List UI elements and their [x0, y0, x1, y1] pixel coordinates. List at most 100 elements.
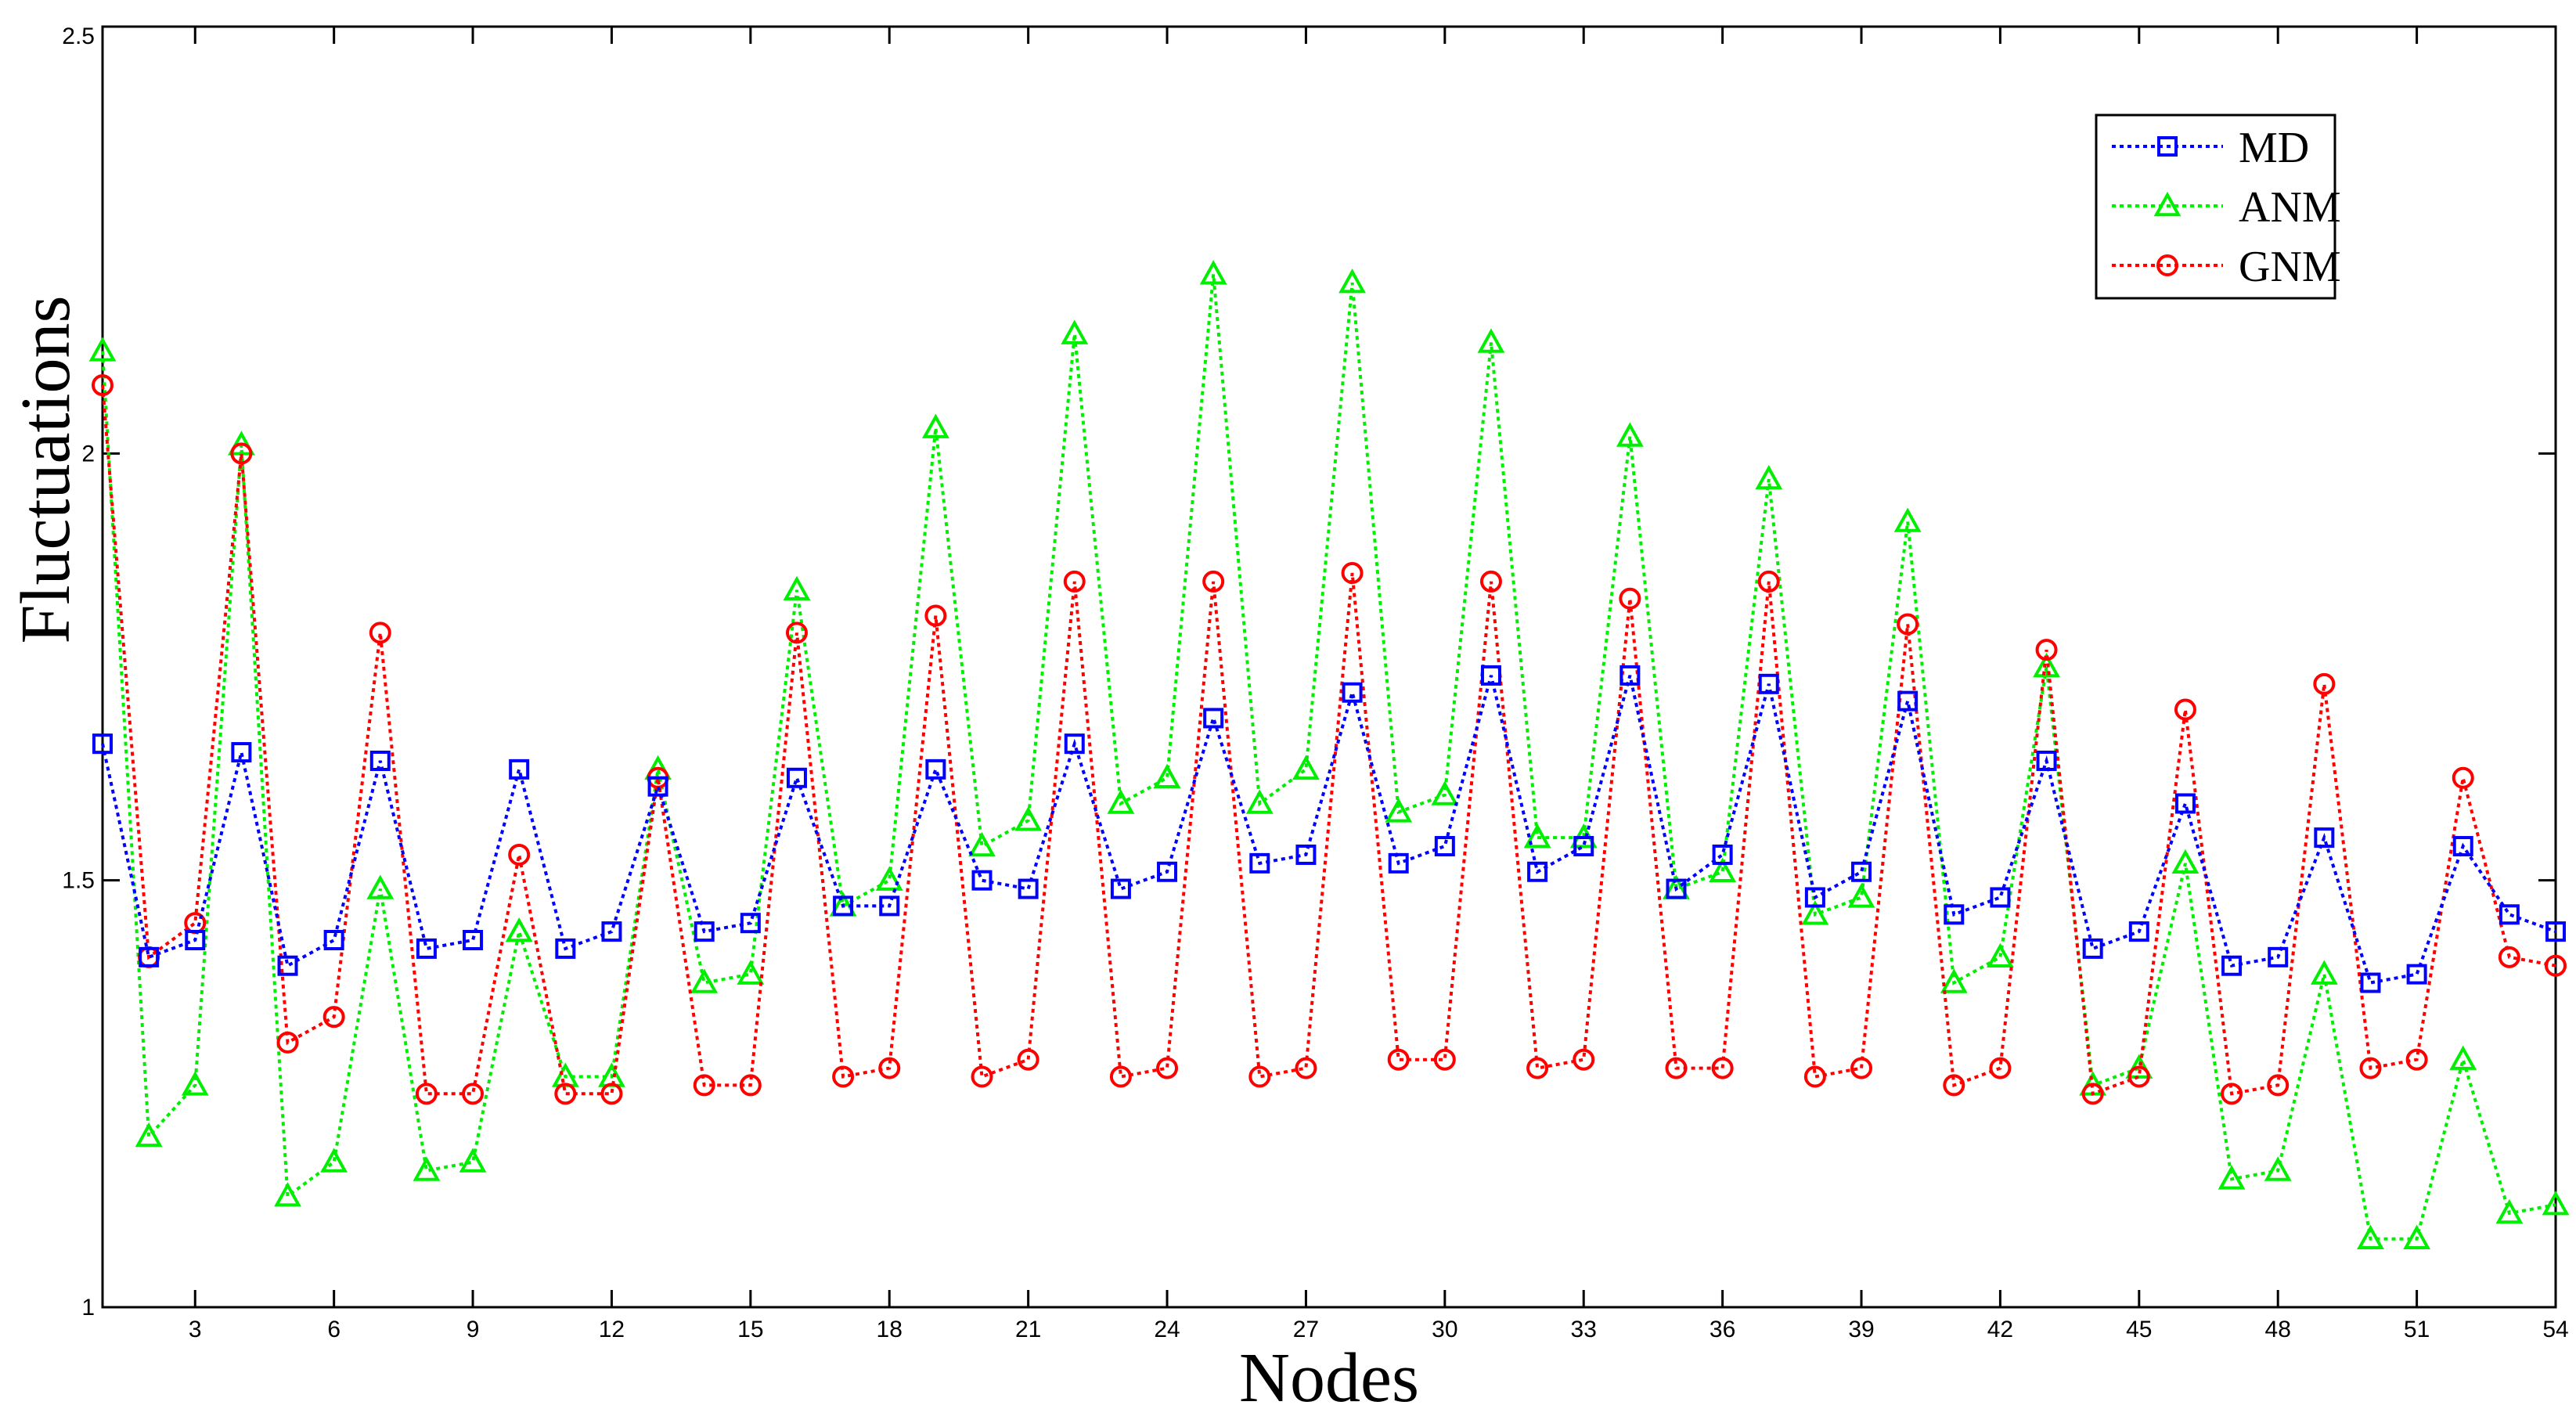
x-tick-label: 36: [1710, 1317, 1735, 1342]
y-tick-label: 2.5: [62, 23, 95, 49]
point-gnm: [1156, 1057, 1179, 1079]
legend-label: ANM: [2239, 183, 2341, 232]
point-md: [1110, 878, 1131, 899]
point-md: [1342, 682, 1363, 703]
point-gnm: [230, 442, 253, 465]
point-md: [1990, 887, 2011, 908]
point-anm: [1338, 268, 1366, 294]
point-gnm: [1989, 1057, 2012, 1079]
x-tick-label: 27: [1293, 1317, 1319, 1342]
point-gnm: [554, 1083, 577, 1105]
point-gnm: [415, 1083, 438, 1105]
x-tick-label: 12: [599, 1317, 625, 1342]
x-tick-label: 45: [2126, 1317, 2152, 1342]
point-gnm: [739, 1074, 762, 1097]
point-md: [139, 946, 160, 967]
point-anm: [2403, 1224, 2431, 1249]
point-anm: [1431, 780, 1459, 805]
point-md: [971, 870, 993, 891]
point-md: [185, 930, 206, 951]
series-layer: [88, 260, 2570, 1249]
point-md: [1804, 887, 1825, 908]
point-gnm: [2452, 766, 2474, 789]
legend-label: MD: [2239, 124, 2309, 172]
point-gnm: [1202, 570, 1225, 593]
point-md: [833, 895, 854, 917]
point-gnm: [1341, 562, 1364, 585]
x-axis: 3 6 9 12 15 18 21 24 27 30 33 36 39 42 45 48 51 54: [189, 27, 2569, 1342]
point-md: [2268, 946, 2289, 967]
point-md: [1249, 852, 1270, 874]
point-gnm: [1665, 1057, 1688, 1079]
point-md: [1203, 708, 1224, 729]
point-gnm: [2127, 1065, 2150, 1088]
point-anm: [413, 1156, 441, 1181]
series-anm: [88, 260, 2570, 1249]
point-gnm: [2174, 698, 2196, 721]
point-md: [1619, 665, 1641, 686]
point-gnm: [1433, 1048, 1456, 1071]
point-gnm: [1573, 1048, 1595, 1071]
series-md: [92, 665, 2566, 993]
point-md: [509, 758, 530, 780]
point-md: [879, 895, 900, 917]
point-gnm: [1109, 1065, 1132, 1088]
point-anm: [227, 431, 255, 456]
x-tick-label: 54: [2542, 1317, 2568, 1342]
y-tick-label: 2: [81, 441, 95, 467]
point-gnm: [832, 1065, 855, 1088]
point-md: [1573, 836, 1594, 857]
point-anm: [1385, 798, 1413, 823]
point-md: [1480, 665, 1501, 686]
point-md: [1712, 844, 1733, 865]
point-gnm: [2405, 1048, 2428, 1071]
point-md: [2360, 972, 2381, 993]
point-anm: [1616, 422, 1644, 447]
point-anm: [181, 1071, 209, 1096]
point-anm: [2495, 1198, 2524, 1224]
point-md: [2314, 827, 2335, 849]
point-anm: [921, 413, 949, 438]
y-tick-label: 1: [81, 1295, 95, 1321]
point-md: [1295, 844, 1317, 865]
point-md: [2082, 938, 2103, 959]
point-anm: [1801, 900, 1829, 925]
point-md: [1527, 861, 1548, 882]
point-gnm: [1711, 1057, 1734, 1079]
point-gnm: [2221, 1083, 2243, 1105]
point-gnm: [1943, 1074, 1965, 1097]
x-tick-label: 48: [2265, 1317, 2291, 1342]
point-md: [416, 938, 437, 959]
legend-label: GNM: [2239, 243, 2341, 291]
point-gnm: [1619, 587, 1641, 610]
legend-marker: [2156, 254, 2178, 276]
x-tick-label: 39: [1848, 1317, 1874, 1342]
y-tick-label: 1.5: [62, 868, 95, 894]
legend-entry-anm: ANM: [2112, 183, 2341, 232]
point-anm: [2310, 960, 2338, 985]
point-md: [2128, 921, 2149, 942]
point-gnm: [508, 843, 531, 866]
point-gnm: [2267, 1074, 2290, 1097]
x-tick-label: 3: [189, 1317, 202, 1342]
point-anm: [320, 1148, 348, 1173]
legend-marker: [2153, 191, 2181, 217]
point-anm: [968, 831, 996, 857]
point-anm: [875, 866, 903, 891]
series-gnm: [92, 374, 2567, 1105]
point-anm: [505, 917, 533, 942]
point-anm: [1153, 763, 1181, 788]
point-md: [1666, 878, 1687, 899]
point-md: [463, 930, 484, 951]
plot-frame: [101, 25, 2557, 1309]
point-gnm: [1387, 1048, 1410, 1071]
x-tick-label: 21: [1015, 1317, 1041, 1342]
x-tick-label: 42: [1987, 1317, 2013, 1342]
point-gnm: [322, 1006, 345, 1029]
point-md: [231, 742, 252, 763]
point-gnm: [276, 1031, 299, 1054]
point-md: [92, 733, 113, 755]
x-tick-label: 9: [467, 1317, 480, 1342]
point-md: [601, 921, 622, 942]
